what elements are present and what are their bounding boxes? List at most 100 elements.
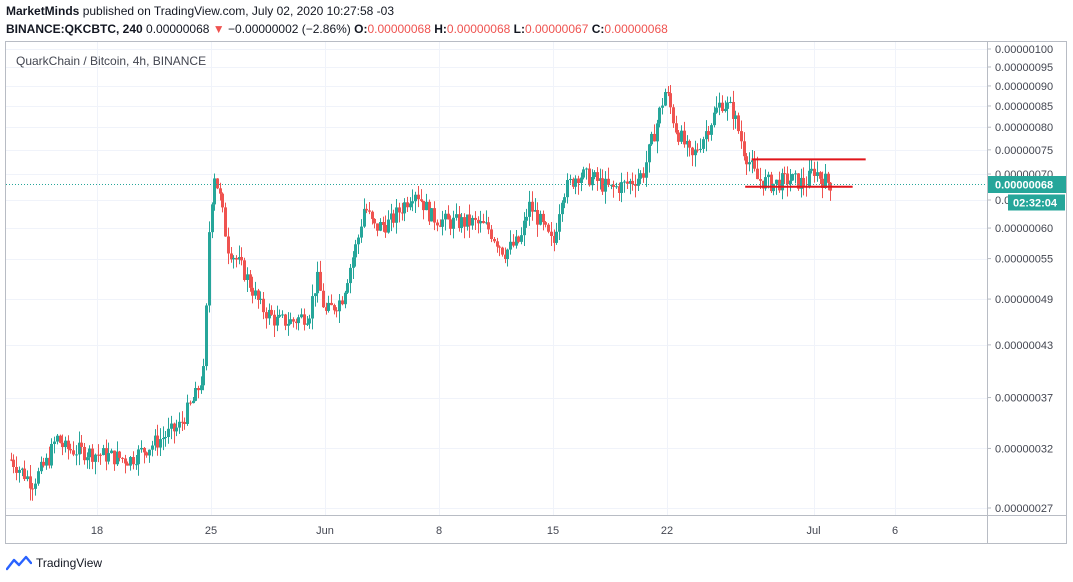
candle-body [78, 442, 81, 455]
candle-body [553, 235, 556, 243]
candle-body [50, 443, 53, 466]
candle-body [496, 241, 499, 247]
candle-body [151, 445, 154, 450]
candle-body [610, 184, 613, 186]
candle-body [80, 442, 83, 447]
candle-body [246, 274, 249, 280]
candle-body [705, 131, 708, 140]
candles-group [10, 84, 832, 501]
candle-body [406, 202, 409, 208]
candle-body [572, 178, 575, 187]
candle-body [254, 290, 257, 296]
candle-body [102, 448, 105, 456]
candle-body [314, 293, 317, 297]
candle-body [12, 459, 15, 467]
tradingview-footer[interactable]: TradingView [6, 555, 102, 571]
candle-body [509, 241, 512, 250]
candle-body [156, 435, 159, 448]
candle-body [216, 178, 219, 189]
candle-body [390, 213, 393, 220]
candle-body [680, 130, 683, 142]
candle-body [778, 179, 781, 191]
candle-body [523, 220, 526, 236]
candle-body [403, 202, 406, 214]
candle-body [439, 225, 442, 227]
candle-body [411, 201, 414, 204]
candle-body [308, 318, 311, 324]
candle-body [373, 218, 376, 224]
candle-body [140, 447, 143, 450]
candle-body [759, 179, 762, 181]
candle-body [183, 422, 186, 424]
candle-body [596, 172, 599, 181]
candle-body [482, 221, 485, 224]
time-tick-label: 25 [205, 525, 217, 537]
candle-body [696, 149, 699, 151]
author-name[interactable]: MarketMinds [6, 4, 80, 18]
candle-body [498, 246, 501, 248]
candle-body [414, 194, 417, 202]
candle-body [371, 211, 374, 219]
candle-body [26, 476, 29, 480]
candle-body [173, 423, 176, 432]
candle-body [724, 108, 727, 112]
candle-body [384, 225, 387, 233]
candle-body [713, 112, 716, 126]
candle-body [45, 457, 48, 466]
price-tick-label: 0.00000060 [995, 223, 1053, 235]
candle-body [319, 271, 322, 291]
candle-body [816, 172, 819, 176]
candle-body [783, 173, 786, 175]
candle-body [626, 181, 629, 184]
candle-body [37, 471, 40, 484]
candle-body [18, 469, 21, 473]
chart-title: QuarkChain / Bitcoin, 4h, BINANCE [16, 54, 206, 68]
candle-body [197, 388, 200, 391]
candle-body [249, 274, 252, 288]
candle-body [148, 449, 151, 456]
candle-body [99, 454, 102, 456]
candle-body [650, 133, 653, 145]
candle-body [715, 107, 718, 113]
candle-body [436, 222, 439, 226]
time-tick-label: Jun [316, 525, 334, 537]
candle-body [612, 184, 615, 187]
chart-panel[interactable]: QuarkChain / Bitcoin, 4h, BINANCE 0.00000… [5, 41, 1067, 544]
candle-body [656, 123, 659, 142]
candle-body [338, 300, 341, 312]
high-label: H: [434, 22, 447, 36]
candle-body [753, 160, 756, 169]
candle-body [379, 222, 382, 231]
candle-body [745, 156, 748, 165]
candle-body [208, 232, 211, 306]
candle-body [97, 454, 100, 456]
candlestick-chart[interactable]: QuarkChain / Bitcoin, 4h, BINANCE 0.00000… [6, 42, 1066, 543]
candle-body [48, 457, 51, 466]
candle-body [577, 178, 580, 184]
candle-body [474, 217, 477, 220]
price-tick-label: 0.00000043 [995, 340, 1053, 352]
candle-body [300, 314, 303, 318]
candle-body [455, 214, 458, 218]
candle-body [800, 177, 803, 189]
candle-body [645, 162, 648, 178]
candle-body [810, 168, 813, 171]
candle-body [382, 222, 385, 226]
candle-body [604, 178, 607, 192]
candle-body [21, 468, 24, 470]
candle-body [83, 446, 86, 461]
candle-body [178, 421, 181, 428]
candle-body [447, 213, 450, 220]
candle-body [430, 208, 433, 222]
price-tick-label: 0.00000075 [995, 145, 1053, 157]
candle-body [137, 449, 140, 465]
candle-body [278, 314, 281, 317]
candle-body [802, 177, 805, 187]
candle-body [23, 468, 26, 480]
candle-body [493, 238, 496, 242]
candle-body [276, 316, 279, 326]
candle-body [797, 173, 800, 189]
high-value: 0.00000068 [446, 22, 511, 36]
price-tick-label: 0.00000095 [995, 62, 1053, 74]
candle-body [580, 177, 583, 184]
